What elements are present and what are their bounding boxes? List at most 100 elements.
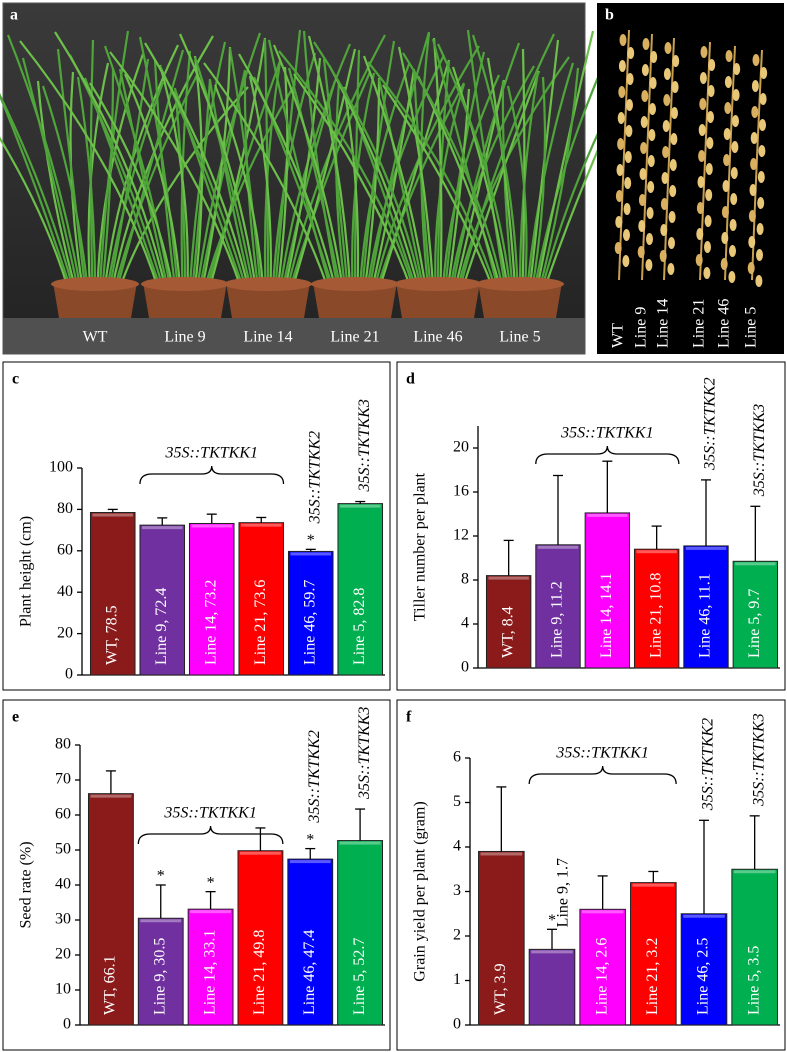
- bar-highlight: [339, 841, 381, 845]
- grain: [668, 211, 676, 223]
- group-bracket: [528, 765, 677, 785]
- bar: [287, 858, 334, 1026]
- frame-d: [396, 361, 786, 691]
- value-label: WT, 78.5: [103, 605, 120, 665]
- photo-b: [597, 3, 784, 354]
- value-label: Line 5, 82.8: [351, 588, 368, 665]
- group-label: 35S::TKTKK1: [163, 805, 256, 822]
- leaf: [278, 50, 416, 291]
- grain: [623, 203, 631, 215]
- grain: [669, 185, 677, 197]
- group-label: 35S::TKTKK3: [356, 707, 373, 800]
- leaf: [76, 76, 97, 291]
- frame-f: [396, 699, 786, 1051]
- leaf: [41, 85, 89, 291]
- leaf: [287, 67, 342, 291]
- leaf: [302, 30, 340, 291]
- y-tick-label: 4: [453, 838, 461, 855]
- leaf: [377, 78, 425, 291]
- grain: [732, 115, 739, 127]
- y-tick-label: 40: [55, 876, 71, 893]
- grain: [622, 255, 630, 267]
- leaf: [458, 33, 555, 291]
- grain: [697, 176, 705, 188]
- bar-highlight: [92, 513, 134, 517]
- panel-label: d: [406, 371, 415, 388]
- grain: [700, 46, 708, 58]
- pot-rim: [476, 277, 564, 291]
- grain: [616, 164, 624, 176]
- bar: [732, 560, 779, 669]
- group-label: 35S::TKTKK2: [306, 431, 323, 524]
- grain: [647, 181, 655, 193]
- leaf: [538, 67, 580, 291]
- leaf: [307, 35, 352, 291]
- leaf: [113, 72, 199, 291]
- grain: [663, 68, 671, 80]
- leaf: [0, 93, 73, 291]
- bar-highlight: [683, 914, 725, 918]
- grain: [729, 245, 736, 257]
- leaf: [448, 65, 535, 291]
- leaf: [367, 61, 498, 291]
- leaf: [228, 47, 262, 291]
- bar: [683, 545, 729, 669]
- leaf: [153, 59, 177, 291]
- photo-label: Line 21: [691, 299, 708, 348]
- value-label: Line 46, 47.4: [301, 930, 318, 1015]
- bar-highlight: [290, 552, 332, 556]
- group-bracket: [137, 825, 284, 845]
- bar-highlight: [636, 550, 677, 554]
- leaf: [466, 29, 507, 291]
- y-tick-label: 0: [461, 659, 469, 676]
- bar: [485, 575, 532, 669]
- bar: [633, 548, 680, 669]
- group-label: 35S::TKTKK1: [560, 425, 653, 442]
- leaf: [0, 93, 75, 291]
- pot: [143, 282, 227, 318]
- value-label: WT, 66.1: [102, 955, 119, 1015]
- grain: [699, 72, 707, 84]
- bar: [528, 948, 576, 1026]
- y-tick-label: 70: [55, 771, 71, 788]
- leaf: [293, 73, 413, 291]
- grain: [615, 190, 623, 202]
- bar: [287, 550, 334, 676]
- leaf: [213, 84, 265, 291]
- frame-e: [2, 699, 391, 1051]
- bar-highlight: [733, 870, 776, 874]
- leaf: [373, 45, 480, 291]
- grain: [748, 236, 756, 248]
- grain: [723, 154, 731, 166]
- value-label: Line 21, 3.2: [644, 938, 661, 1015]
- grain: [664, 42, 672, 54]
- bar: [188, 522, 235, 676]
- grain: [751, 80, 759, 92]
- grain: [641, 64, 649, 76]
- leaf: [89, 82, 175, 291]
- leaf: [205, 60, 282, 291]
- grain: [662, 146, 670, 158]
- leaf: [193, 55, 203, 291]
- value-label: Line 46, 2.5: [695, 938, 712, 1015]
- bar: [731, 868, 778, 1026]
- grain: [708, 59, 716, 71]
- leaf: [56, 48, 87, 291]
- grain: [723, 128, 731, 140]
- grain: [648, 129, 656, 141]
- grain: [755, 275, 763, 287]
- leaf: [363, 77, 381, 291]
- value-label: Line 14, 14.1: [598, 573, 615, 658]
- grain: [703, 267, 711, 279]
- grain: [705, 163, 713, 175]
- leaf: [322, 58, 349, 291]
- bar: [337, 503, 384, 676]
- leaf: [203, 83, 296, 291]
- bar-highlight: [581, 910, 624, 914]
- bar: [680, 913, 728, 1026]
- grain: [641, 90, 649, 102]
- grain: [707, 85, 715, 97]
- pot-rim: [141, 277, 229, 291]
- leaf: [397, 46, 435, 291]
